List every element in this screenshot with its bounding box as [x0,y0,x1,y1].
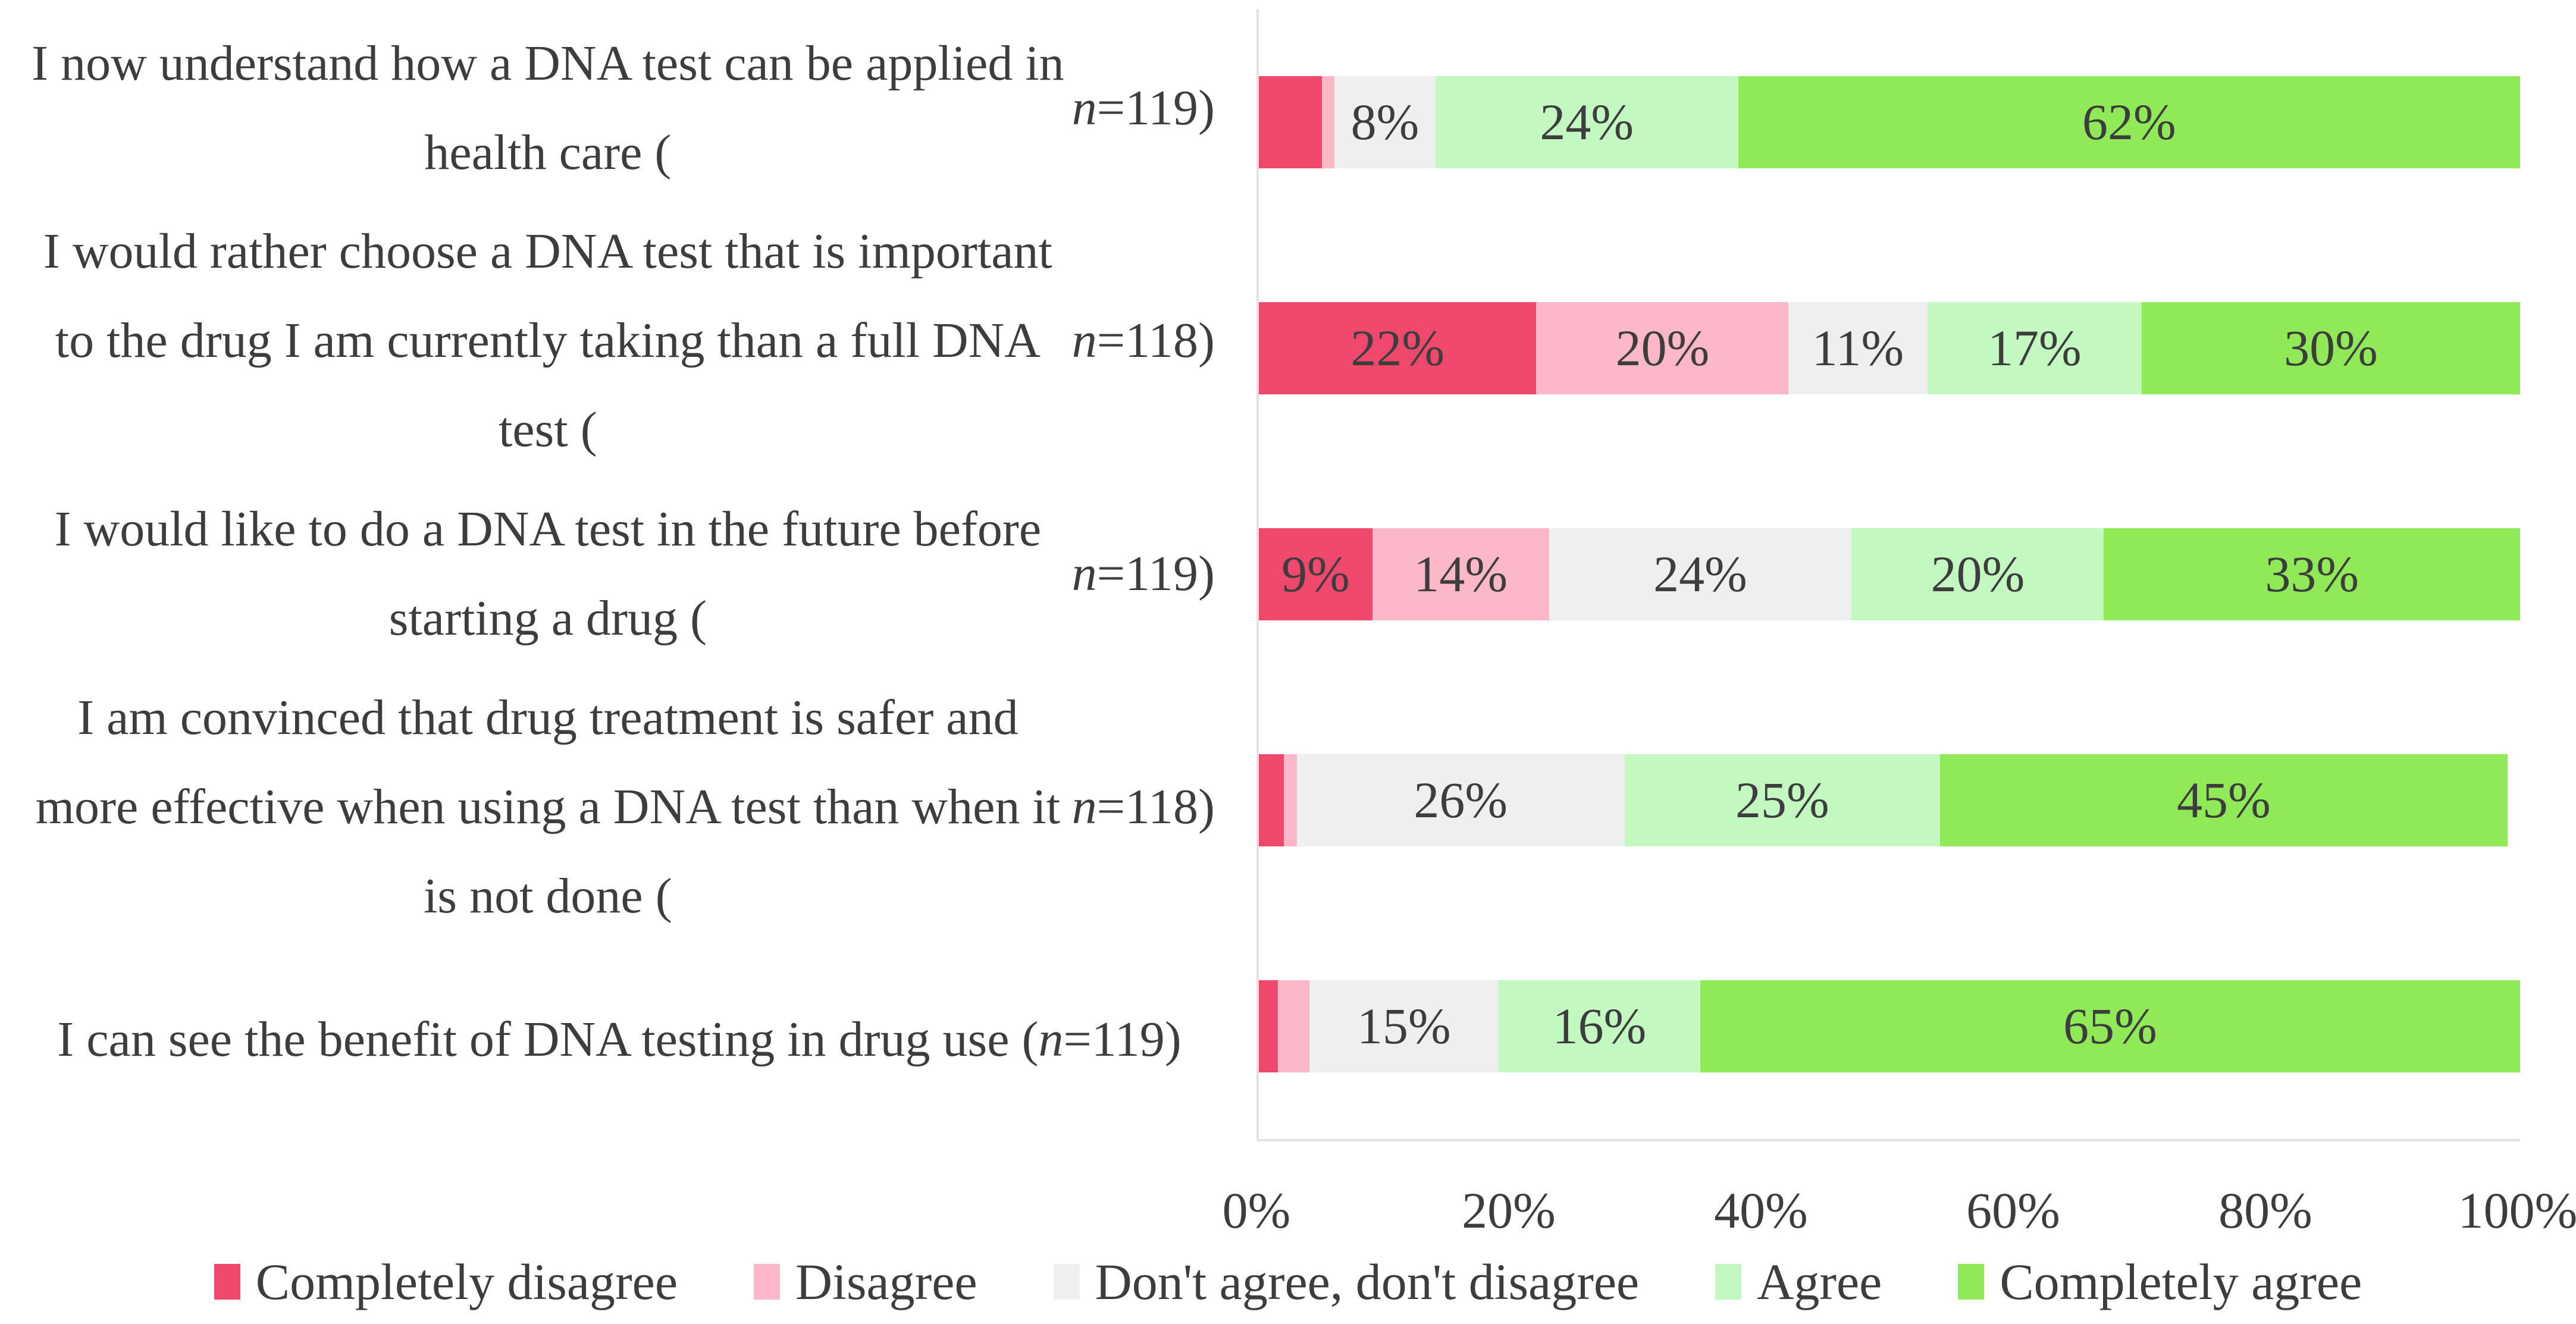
category-label: I am convinced that drug treatment is sa… [35,689,1215,924]
bar-segment: 14% [1372,528,1549,620]
category-labels: I now understand how a DNA test can be a… [0,9,1227,1139]
segment-label: 30% [2284,319,2378,377]
bar-row: 15% 16% 65% [1259,913,2520,1139]
bar-segment: 16% [1498,980,1700,1072]
legend-label: Agree [1757,1253,1882,1310]
segment-label: 16% [1552,997,1647,1055]
bar-row: 9% 14% 24% 20% 33% [1259,461,2520,687]
bar-segment: 20% [1536,302,1789,394]
category-label: I would rather choose a DNA test that is… [43,224,1215,458]
bar-segment: 20% [1851,528,2104,620]
segment-label: 9% [1281,545,1350,603]
x-axis-tick-label: 40% [1714,1182,1808,1239]
bar-segment [1277,980,1309,1072]
stacked-bar: 15% 16% 65% [1259,980,2520,1072]
segment-label: 14% [1414,545,1508,603]
category-label: I can see the benefit of DNA testing in … [57,1012,1182,1068]
x-axis-tick-label: 80% [2218,1182,2312,1239]
x-axis: 0% 20% 40% 60% 80% 100% [1223,1181,2576,1246]
segment-label: 33% [2265,545,2359,603]
segment-label: 11% [1812,319,1904,377]
bar-segment: 15% [1309,980,1499,1072]
bar-row: 8% 24% 62% [1259,9,2520,235]
legend-marker-icon [1715,1264,1742,1300]
x-axis-tick-label: 100% [2458,1182,2576,1239]
bar-segment: 8% [1334,76,1436,168]
bar-row: 22% 20% 11% 17% 30% [1259,235,2520,461]
bar-segment: 24% [1435,76,1738,168]
bar-segment: 65% [1700,980,2520,1072]
bar-segment: 33% [2104,528,2520,620]
bar-segment: 62% [1738,76,2520,168]
segment-label: 20% [1931,545,2025,603]
legend-item: Agree [1715,1252,1882,1312]
bar-segment [1322,76,1335,168]
segment-label: 62% [2082,93,2176,150]
stacked-bar: 8% 24% 62% [1259,76,2520,168]
legend-marker-icon [1958,1264,1985,1300]
legend-label: Disagree [795,1253,977,1310]
bar-segment [1259,980,1278,1072]
legend-marker-icon [214,1264,240,1300]
segment-label: 65% [2063,997,2157,1055]
legend: Completely disagree Disagree Don't agree, … [0,1246,2576,1317]
segment-label: 8% [1350,93,1419,150]
segment-label: 45% [2176,771,2271,829]
segment-label: 26% [1414,771,1508,829]
bar-segment: 45% [1939,754,2508,846]
legend-label: Completely agree [2000,1253,2362,1310]
legend-label: Don't agree, don't disagree [1095,1253,1640,1310]
bar-segment: 9% [1259,528,1372,620]
x-axis-tick-label: 60% [1966,1182,2060,1239]
bar-row: 26% 25% 45% [1259,687,2520,913]
segment-label: 24% [1653,545,1747,603]
bar-segment: 30% [2141,302,2520,394]
segment-label: 24% [1540,93,1634,150]
stacked-bar: 26% 25% 45% [1259,754,2520,846]
legend-item: Don't agree, don't disagree [1053,1252,1640,1312]
bar-segment: 17% [1927,302,2142,394]
category-label: I would like to do a DNA test in the fut… [54,501,1215,646]
bar-segment [1284,754,1297,846]
segment-label: 15% [1356,997,1451,1055]
segment-label: 25% [1735,771,1829,829]
legend-label: Completely disagree [255,1253,678,1310]
legend-marker-icon [754,1264,781,1300]
plot-area: 8% 24% 62% 22% 20% 11% 17% 30% 9% 14% 24% 20% 33% 26%… [1256,9,2520,1141]
bar-segment: 24% [1549,528,1852,620]
bar-segment: 26% [1296,754,1625,846]
segment-label: 20% [1615,319,1710,377]
legend-marker-icon [1053,1264,1080,1300]
bar-segment [1259,754,1284,846]
segment-label: 22% [1350,319,1445,377]
bar-segment: 25% [1624,754,1940,846]
stacked-bar: 9% 14% 24% 20% 33% [1259,528,2520,620]
x-axis-tick-label: 0% [1222,1182,1291,1239]
legend-item: Disagree [754,1252,977,1312]
segment-label: 17% [1987,319,2082,377]
stacked-bar: 22% 20% 11% 17% 30% [1259,302,2520,394]
bar-segment: 11% [1788,302,1928,394]
legend-item: Completely agree [1958,1252,2362,1312]
bar-segment: 22% [1259,302,1537,394]
bar-segment [1259,76,1322,168]
legend-item: Completely disagree [214,1252,678,1312]
category-label: I now understand how a DNA test can be a… [32,35,1215,180]
x-axis-tick-label: 20% [1462,1182,1556,1239]
